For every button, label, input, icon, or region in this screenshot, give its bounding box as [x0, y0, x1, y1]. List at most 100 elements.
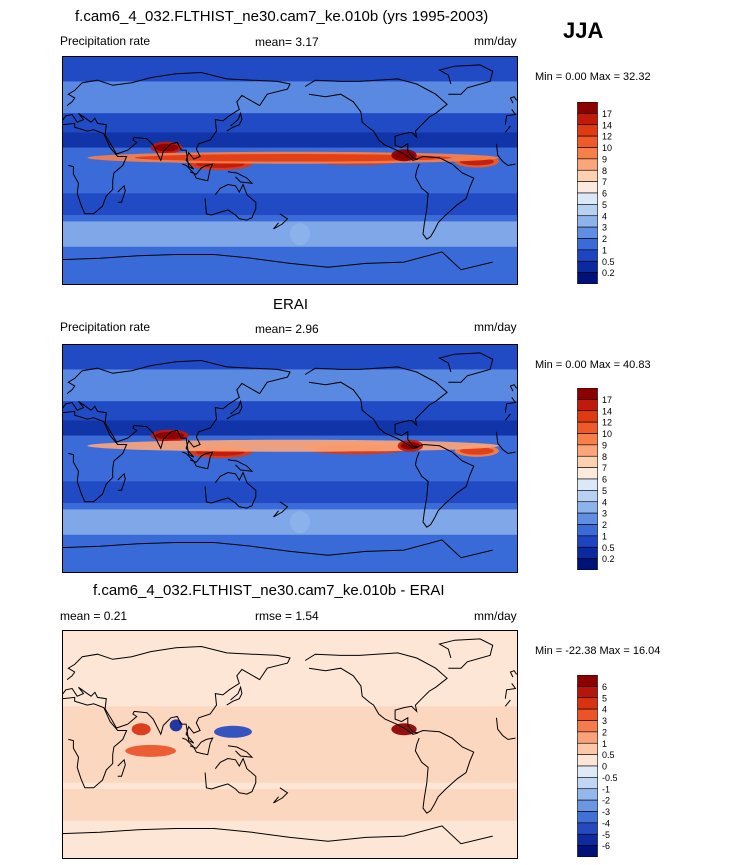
- colorbar-label-2: 4: [602, 705, 607, 715]
- coastline-eurasia-1: [62, 71, 291, 170]
- colorbar-label-4: 9: [602, 154, 607, 164]
- coastline-new-guinea: [227, 459, 254, 472]
- coastline-australia: [204, 757, 257, 795]
- coastline-north-america: [304, 366, 448, 449]
- colorbar-label-12: 1: [602, 531, 607, 541]
- panel-3-rmse: rmse = 1.54: [255, 609, 319, 623]
- colorbar-label-9: 4: [602, 211, 607, 221]
- coastline-uk-2: [509, 670, 518, 678]
- panel-3-minmax: Min = -22.38 Max = 16.04: [535, 645, 661, 657]
- coastline-uk-2: [509, 384, 518, 392]
- colorbar-swatch-12: [577, 811, 598, 824]
- coastline-japan: [226, 685, 243, 706]
- colorbar-label-1: 14: [602, 406, 612, 416]
- colorbar-label-7: 6: [602, 475, 607, 485]
- coastline-africa-1: [62, 410, 128, 503]
- zonal-band-3: [62, 132, 518, 148]
- colorbar-swatch-3: [577, 421, 598, 434]
- coastline-africa-1: [62, 696, 128, 789]
- colorbar-swatch-8: [577, 478, 598, 491]
- coastline-antarctica-edge: [289, 251, 493, 271]
- coastline-africa: [496, 143, 516, 166]
- feature-western-pacific: [214, 725, 252, 738]
- coastline-south-america: [414, 443, 475, 528]
- map-frame: [62, 56, 518, 285]
- colorbar-label-8: -0.5: [602, 773, 618, 783]
- colorbar-swatch-12: [577, 238, 598, 251]
- colorbar-label-12: 1: [602, 245, 607, 255]
- colorbar-label-10: -2: [602, 796, 610, 806]
- coastline-eurasia: [504, 397, 517, 413]
- coastline-borneo-sumatra: [182, 451, 214, 470]
- zonal-band-0: [62, 344, 518, 370]
- colorbar-swatch-1: [577, 686, 598, 699]
- colorbar-label-12: -4: [602, 818, 610, 828]
- colorbar-swatch-5: [577, 444, 598, 457]
- coastline-greenland: [438, 64, 494, 95]
- coastline-antarctica-edge-1: [62, 542, 291, 552]
- colorbar-label-13: 0.5: [602, 543, 615, 553]
- colorbar-label-1: 5: [602, 693, 607, 703]
- colorbar-swatch-1: [577, 399, 598, 412]
- colorbar-label-4: 9: [602, 440, 607, 450]
- coastline-greenland: [438, 638, 494, 669]
- colorbar-label-11: 2: [602, 234, 607, 244]
- colorbar-swatch-6: [577, 455, 598, 468]
- colorbar-swatch-14: [577, 546, 598, 559]
- coastline-africa-2: [504, 699, 511, 707]
- colorbar-swatch-0: [577, 102, 598, 114]
- colorbar-label-5: 8: [602, 452, 607, 462]
- colorbar-swatch-5: [577, 731, 598, 744]
- colorbar-label-4: 2: [602, 727, 607, 737]
- panel-2-mean: mean= 2.96: [255, 322, 319, 336]
- colorbar-label-0: 17: [602, 109, 612, 119]
- coastline-madagascar: [117, 184, 126, 203]
- panel-3-mean: mean = 0.21: [60, 609, 128, 623]
- colorbar-swatch-10: [577, 788, 598, 801]
- zonal-band-2: [62, 401, 518, 421]
- panel-1-minmax: Min = 0.00 Max = 32.32: [535, 71, 651, 83]
- colorbar-swatch-4: [577, 720, 598, 733]
- season-label: JJA: [563, 18, 604, 43]
- colorbar-label-3: 10: [602, 143, 612, 153]
- colorbar-label-1: 14: [602, 120, 612, 130]
- colorbar-label-14: 0.2: [602, 268, 615, 278]
- coastline-japan: [226, 399, 243, 420]
- colorbar-swatch-9: [577, 777, 598, 790]
- colorbar-swatch-7: [577, 181, 598, 194]
- colorbar-label-8: 5: [602, 200, 607, 210]
- colorbar-label-2: 12: [602, 418, 612, 428]
- colorbar-swatch-3: [577, 135, 598, 148]
- coastline-antarctica-edge-1: [62, 828, 291, 838]
- panel-1-mean: mean= 3.17: [255, 35, 319, 49]
- panel-3-map: [62, 630, 518, 859]
- coastline-eurasia-1: [62, 359, 291, 458]
- panel-3-title: f.cam6_4_032.FLTHIST_ne30.cam7_ke.010b -…: [93, 582, 445, 599]
- colorbar-swatch-2: [577, 124, 598, 137]
- colorbar-label-3: 3: [602, 716, 607, 726]
- colorbar-swatch-2: [577, 410, 598, 423]
- colorbar-swatch-1: [577, 113, 598, 126]
- colorbar-label-14: -6: [602, 841, 610, 851]
- coastline-new-zealand: [273, 787, 289, 804]
- feature-core-2: [155, 431, 185, 440]
- colorbar-swatch-8: [577, 192, 598, 205]
- coastline-australia: [204, 183, 257, 221]
- coastline-south-america: [414, 729, 475, 814]
- feature-southern-indian-ocean: [125, 744, 176, 757]
- zonal-band-2: [62, 113, 518, 133]
- coastline-eurasia-1: [62, 645, 291, 744]
- colorbar-swatch-0: [577, 388, 598, 400]
- colorbar-label-6: 7: [602, 463, 607, 473]
- colorbar-label-2: 12: [602, 132, 612, 142]
- panel-2-units: mm/day: [474, 320, 517, 334]
- colorbar-label-10: 3: [602, 509, 607, 519]
- colorbar-swatch-0: [577, 675, 598, 687]
- colorbar-swatch-7: [577, 467, 598, 480]
- colorbar-swatch-11: [577, 799, 598, 812]
- feature-bay-of-bengal: [169, 719, 183, 732]
- panel-2-minmax: Min = 0.00 Max = 40.83: [535, 359, 651, 371]
- coastline-japan: [226, 111, 243, 132]
- coastline-eurasia: [504, 109, 517, 125]
